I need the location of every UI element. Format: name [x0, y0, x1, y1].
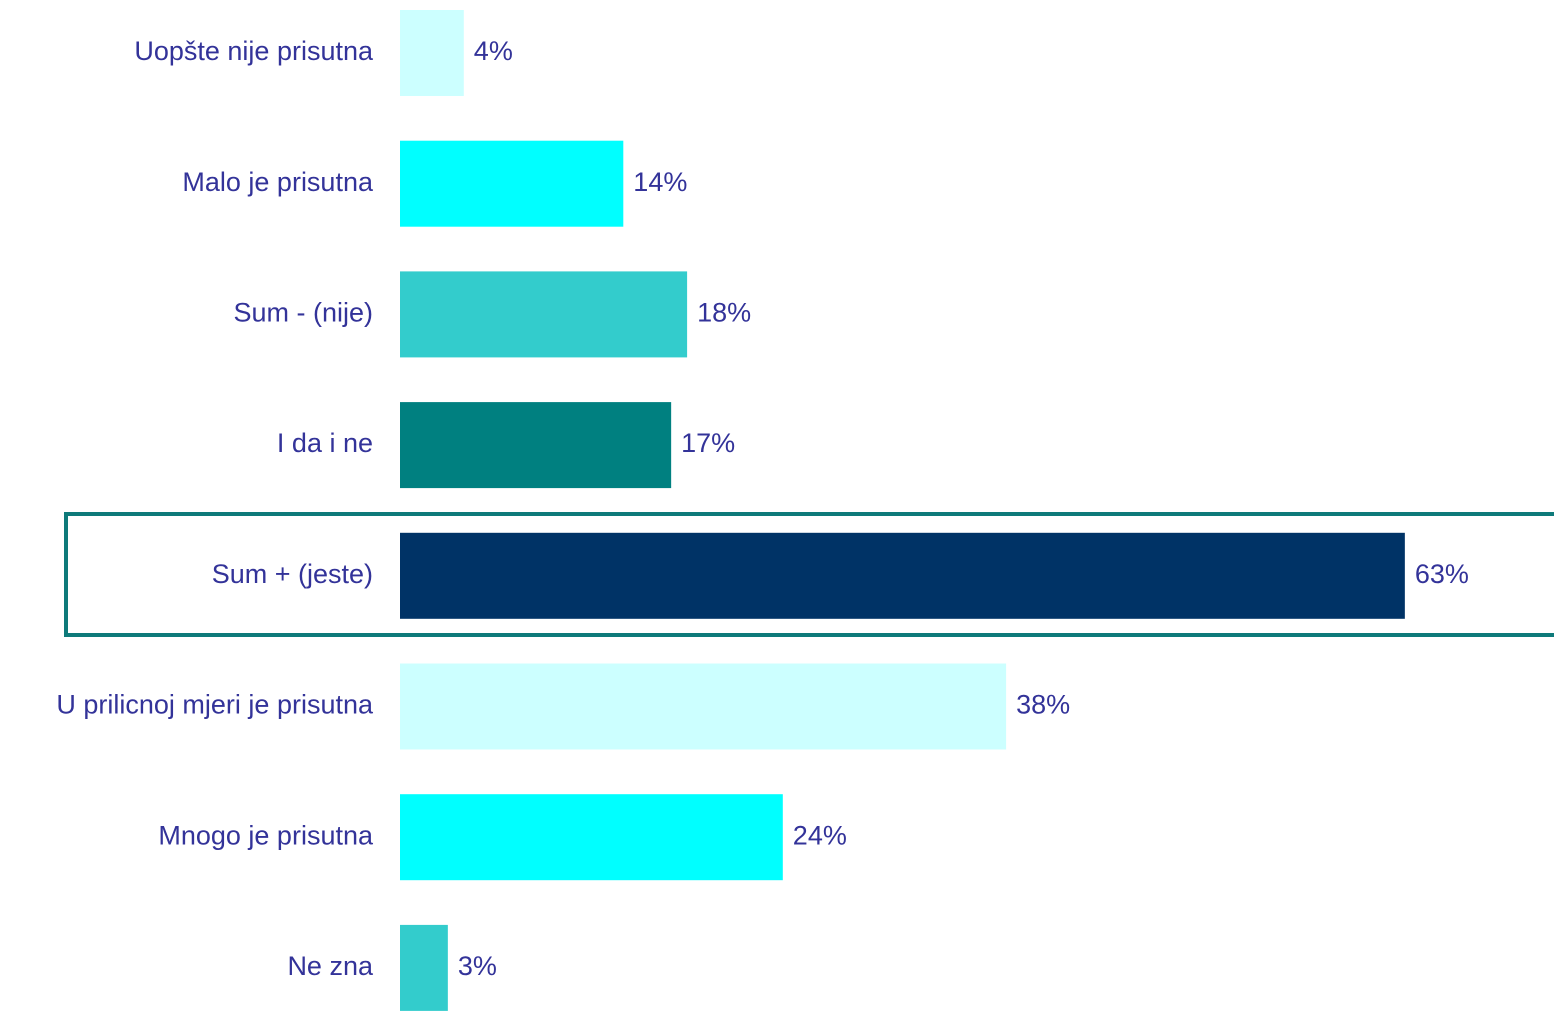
category-label: Uopšte nije prisutna	[134, 36, 374, 66]
value-label: 14%	[633, 167, 687, 197]
value-label: 3%	[458, 951, 497, 981]
category-label: I da i ne	[277, 428, 373, 458]
bar	[400, 663, 1007, 750]
bar	[400, 140, 624, 227]
category-label: Sum - (nije)	[233, 298, 373, 328]
value-label: 17%	[681, 428, 735, 458]
category-label: Malo je prisutna	[182, 167, 374, 197]
value-label: 38%	[1016, 690, 1070, 720]
value-label: 24%	[793, 820, 847, 850]
bar	[400, 794, 783, 881]
bar	[400, 532, 1405, 619]
category-label: Sum + (jeste)	[212, 559, 373, 589]
highlight-box	[64, 512, 1554, 637]
value-label: 18%	[697, 298, 751, 328]
category-label: U prilicnoj mjeri je prisutna	[56, 690, 374, 720]
value-label: 63%	[1415, 559, 1469, 589]
value-label: 4%	[474, 36, 513, 66]
bar	[400, 271, 688, 358]
category-label: Mnogo je prisutna	[158, 820, 374, 850]
bar	[400, 924, 448, 1011]
category-label: Ne zna	[287, 951, 374, 981]
bar	[400, 10, 464, 96]
bar	[400, 402, 672, 489]
